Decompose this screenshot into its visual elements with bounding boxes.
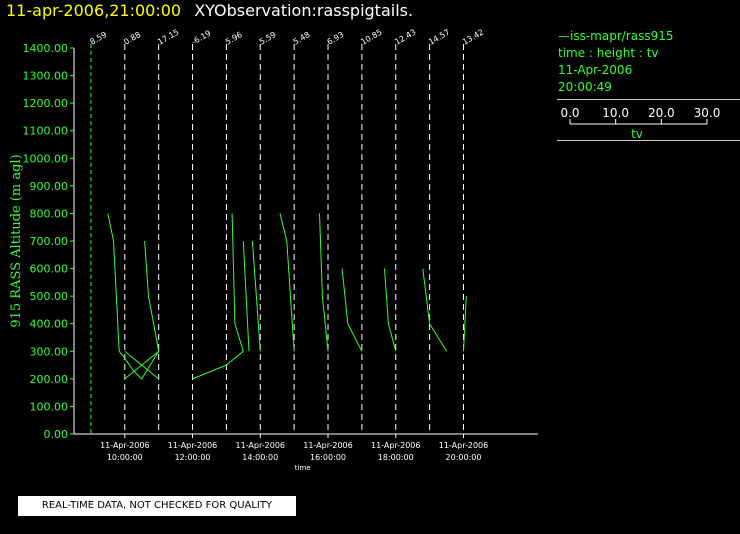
legend-divider-top — [557, 99, 740, 100]
tv-scale-tick-label: 10.0 — [602, 106, 629, 120]
profile-value-label: 5.59 — [258, 30, 278, 47]
y-tick-label: 700.00 — [30, 235, 69, 248]
x-tick-time: 16:00:00 — [310, 453, 346, 462]
profile-trace — [107, 213, 160, 380]
profile-value-label: 8.59 — [88, 30, 108, 47]
profile-trace — [422, 268, 448, 352]
y-tick-label: 1300.00 — [23, 70, 69, 83]
profile-value-label: -6.19 — [190, 29, 212, 47]
x-tick-date: 11-Apr-2006 — [168, 441, 217, 450]
profile-value-label: 14.57 — [427, 27, 451, 46]
title-timestamp: 11-apr-2006,21:00:00 — [6, 1, 182, 20]
profile-trace — [124, 350, 160, 380]
profile-trace — [279, 213, 295, 352]
profile-trace — [251, 240, 261, 352]
x-tick-date: 11-Apr-2006 — [100, 441, 149, 450]
legend-divider-bottom — [557, 140, 740, 141]
y-tick-label: 1200.00 — [23, 97, 69, 110]
profile-value-label: 13.42 — [461, 27, 485, 46]
profile-trace — [319, 213, 329, 352]
x-tick-time: 14:00:00 — [242, 453, 278, 462]
profile-value-label: 12.43 — [393, 27, 417, 46]
y-tick-label: 400.00 — [30, 318, 69, 331]
profile-trace — [242, 240, 250, 352]
x-tick-time: 10:00:00 — [107, 453, 143, 462]
y-tick-label: 1100.00 — [23, 125, 69, 138]
y-tick-label: 300.00 — [30, 345, 69, 358]
legend: —iss-mapr/rass915 time : height : tv 11-… — [557, 28, 740, 141]
profile-trace — [463, 296, 467, 352]
legend-time: 20:00:49 — [558, 80, 612, 94]
x-tick-date: 11-Apr-2006 — [371, 441, 420, 450]
x-tick-time: 12:00:00 — [175, 453, 211, 462]
y-tick-label: 800.00 — [30, 207, 69, 220]
profile-value-label: 0.88 — [122, 30, 142, 47]
profile-trace — [384, 268, 397, 352]
chart-title: 11-apr-2006,21:00:00 XYObservation:rassp… — [6, 1, 413, 20]
legend-date: 11-Apr-2006 — [558, 63, 633, 77]
profile-value-label: 10.85 — [359, 27, 383, 46]
tv-scale-label: tv — [631, 127, 643, 141]
x-tick-date: 11-Apr-2006 — [439, 441, 488, 450]
title-observation: XYObservation:rasspigtails. — [194, 1, 414, 20]
y-tick-label: 1000.00 — [23, 152, 69, 165]
y-tick-label: 900.00 — [30, 180, 69, 193]
x-axis-label: time — [295, 464, 311, 472]
profile-value-label: 6.93 — [326, 30, 346, 47]
x-tick-date: 11-Apr-2006 — [303, 441, 352, 450]
x-tick-date: 11-Apr-2006 — [236, 441, 285, 450]
tv-scale: 0.0 10.0 20.0 30.0 tv — [560, 106, 721, 141]
legend-fields: time : height : tv — [558, 46, 659, 60]
tv-scale-tick-label: 30.0 — [694, 106, 721, 120]
profile-value-label: 17.15 — [156, 27, 180, 46]
y-tick-label: 500.00 — [30, 290, 69, 303]
x-tick-time: 20:00:00 — [446, 453, 482, 462]
tv-scale-tick-label: 0.0 — [560, 106, 579, 120]
y-tick-label: 600.00 — [30, 263, 69, 276]
profile-trace — [192, 213, 244, 380]
quality-disclaimer: REAL-TIME DATA, NOT CHECKED FOR QUALITY — [18, 496, 296, 516]
y-axis-label: 915 RASS Altitude (m agl) — [9, 154, 24, 327]
profile-trace — [341, 268, 363, 352]
legend-series: —iss-mapr/rass915 — [558, 29, 674, 43]
tv-scale-tick-label: 20.0 — [648, 106, 675, 120]
legend-series-name: iss-mapr/rass915 — [570, 29, 674, 43]
y-tick-label: 1400.00 — [23, 42, 69, 55]
y-tick-label: 0.00 — [44, 428, 69, 441]
x-tick-time: 18:00:00 — [378, 453, 414, 462]
y-tick-label: 100.00 — [30, 400, 69, 413]
y-tick-label: 200.00 — [30, 373, 69, 386]
profile-value-label: 5.96 — [224, 30, 244, 47]
profile-value-label: 5.48 — [292, 30, 312, 47]
